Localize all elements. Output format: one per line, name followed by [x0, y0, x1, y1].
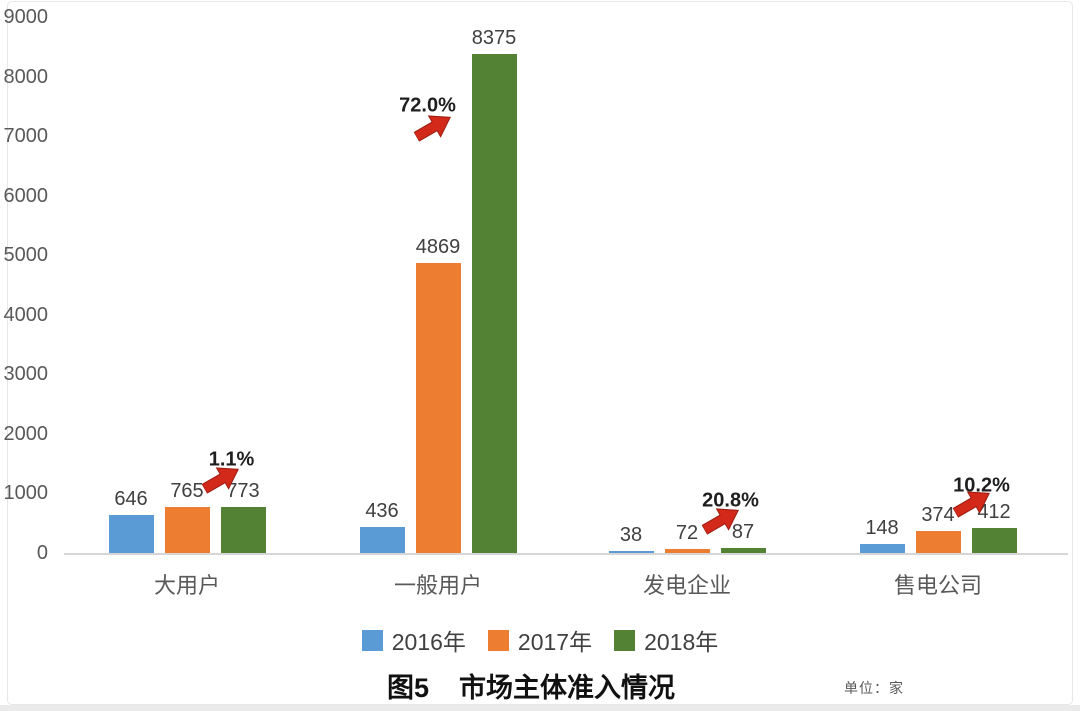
y-axis-tick: 1000 [3, 482, 49, 505]
bar-s0-c1 [359, 527, 405, 553]
y-axis-tick: 0 [36, 542, 48, 564]
page-bottom-strip [0, 705, 1080, 711]
bar-s2-c3 [971, 528, 1017, 553]
bar-value-label: 4869 [415, 236, 461, 259]
legend-item-2: 2018年 [614, 623, 718, 657]
bar-value-label: 8375 [471, 27, 517, 50]
plot-area: 646 765 773 436 4869 8375 38 72 87 148 374 412 1.1% 7… [64, 17, 1068, 555]
y-axis-tick: 7000 [3, 125, 49, 148]
unit-label: 单位：家 [844, 680, 904, 696]
growth-percent-label: 10.2% [953, 474, 1010, 497]
bar-value-label: 38 [619, 523, 643, 546]
y-axis-tick: 6000 [3, 184, 49, 207]
bar-s2-c2 [720, 547, 766, 553]
bar-value-label: 72 [675, 521, 699, 544]
bar-s1-c3 [915, 530, 961, 553]
y-axis-tick: 8000 [3, 65, 49, 88]
bar-s0-c3 [859, 544, 905, 553]
y-axis-tick: 9000 [3, 6, 49, 28]
bar-s0-c2 [608, 550, 654, 553]
bar-value-label: 765 [170, 480, 204, 503]
legend-swatch-icon [614, 629, 636, 651]
legend-swatch-icon [361, 629, 383, 651]
bar-s1-c2 [664, 548, 710, 553]
y-axis-tick: 2000 [3, 422, 49, 445]
growth-arrow-icon [197, 458, 247, 505]
growth-arrow-icon [697, 498, 747, 545]
legend-item-1: 2017年 [487, 623, 593, 657]
bar-value-label: 436 [365, 500, 399, 523]
growth-arrow-icon [409, 106, 459, 153]
bar-value-label: 773 [226, 479, 260, 502]
growth-percent-label: 72.0% [399, 94, 456, 117]
x-axis-label: 大用户 [153, 573, 220, 598]
y-axis-tick: 3000 [3, 363, 49, 386]
bar-s2-c1 [471, 54, 517, 553]
bar-value-label: 646 [114, 487, 148, 510]
legend-label: 2017年 [517, 629, 593, 655]
bar-s2-c0 [220, 506, 266, 553]
legend: 2016年 2017年 2018年 [0, 623, 1080, 657]
legend-swatch-icon [487, 629, 509, 651]
x-axis-label: 售电公司 [893, 573, 982, 598]
legend-label: 2018年 [644, 629, 719, 655]
bar-s1-c0 [164, 507, 210, 553]
legend-item-0: 2016年 [361, 623, 466, 657]
y-axis-tick: 4000 [3, 303, 49, 326]
growth-percent-label: 20.8% [702, 489, 759, 512]
bar-s0-c0 [108, 514, 154, 553]
growth-arrow-icon [948, 482, 998, 529]
bar-s1-c1 [415, 263, 461, 553]
bar-value-label: 374 [921, 503, 955, 526]
y-axis-tick: 5000 [3, 244, 49, 267]
growth-percent-label: 1.1% [208, 448, 255, 471]
legend-label: 2016年 [391, 629, 466, 655]
bar-value-label: 148 [865, 517, 899, 540]
bar-value-label: 412 [977, 501, 1011, 524]
bar-value-label: 87 [731, 520, 755, 543]
x-axis-label: 一般用户 [393, 573, 482, 598]
chart-title: 图5 市场主体准入情况 [386, 673, 676, 703]
x-axis-label: 发电企业 [642, 573, 731, 598]
